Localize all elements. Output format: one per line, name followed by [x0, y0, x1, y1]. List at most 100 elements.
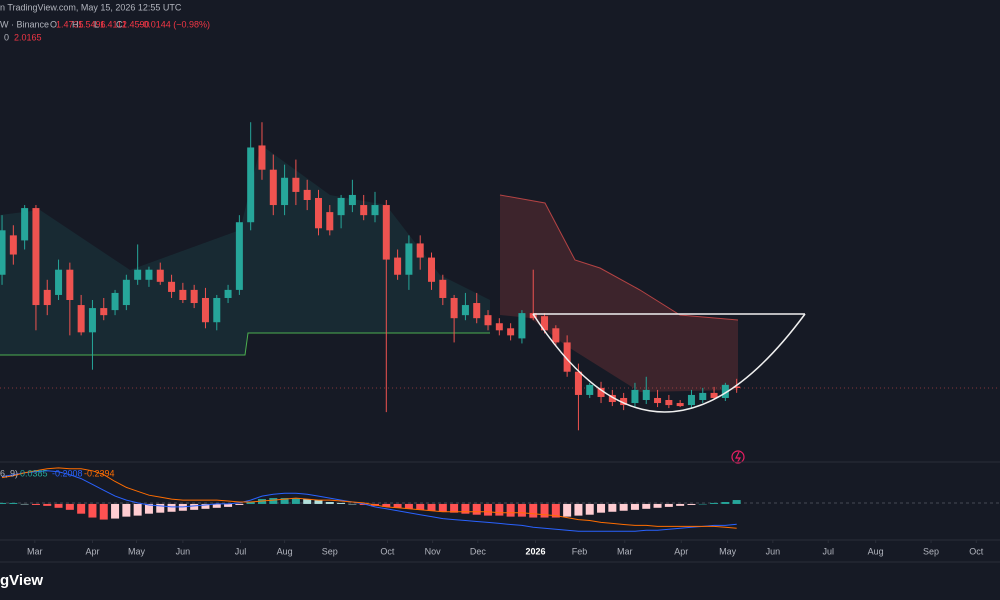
- candle-body: [394, 257, 402, 275]
- candle-body: [168, 281, 176, 292]
- candle-body: [348, 194, 356, 206]
- macd-histogram-bar: [506, 503, 515, 517]
- macd-histogram-bar: [382, 503, 391, 507]
- red-cloud: [500, 195, 738, 392]
- candle-body: [0, 230, 6, 275]
- macd-histogram-bar: [280, 498, 289, 504]
- candle-body: [66, 269, 74, 300]
- candle-body: [156, 269, 164, 282]
- candle-body: [337, 197, 345, 216]
- macd-histogram-bar: [144, 503, 153, 514]
- macd-histogram-bar: [325, 502, 334, 504]
- candle-body: [9, 235, 17, 255]
- signal-value: -0.2394: [84, 468, 115, 478]
- candle-body: [224, 289, 232, 298]
- candle-body: [292, 177, 300, 192]
- candle-body: [733, 386, 741, 388]
- macd-histogram-bar: [710, 502, 719, 504]
- macd-histogram-bar: [404, 503, 413, 509]
- macd-histogram-bar: [585, 503, 594, 515]
- cup-curve: [532, 313, 806, 413]
- candle-body: [699, 392, 707, 400]
- x-tick-label: Jun: [766, 546, 781, 556]
- candle-body: [495, 323, 503, 331]
- macd-histogram-bar: [314, 500, 323, 504]
- macd-histogram-bar: [517, 503, 526, 517]
- event-icon[interactable]: [731, 450, 745, 464]
- candle-body: [507, 328, 515, 336]
- candle-body: [371, 205, 379, 216]
- candle-body: [190, 289, 198, 304]
- indicator-value: 2.0165: [14, 32, 42, 42]
- ohlc-key: O: [50, 19, 57, 29]
- macd-histogram-bar: [111, 503, 120, 519]
- candle-body: [21, 208, 29, 241]
- macd-histogram-bar: [31, 503, 40, 505]
- green-area: [0, 145, 490, 355]
- candle-body: [586, 384, 594, 395]
- macd-histogram-bar: [461, 503, 470, 514]
- candle-body: [620, 397, 628, 406]
- macd-histogram-bar: [212, 503, 221, 508]
- ohlc-key: H: [72, 19, 79, 29]
- candle-body: [439, 279, 447, 298]
- candle-body: [122, 279, 130, 306]
- candle-body: [201, 297, 209, 323]
- candle-body: [642, 389, 650, 400]
- candle-body: [213, 297, 221, 323]
- candle-body: [416, 243, 424, 258]
- candle-body: [43, 289, 51, 306]
- x-tick-label: Jul: [235, 546, 247, 556]
- ohlc-key: L: [94, 19, 99, 29]
- logo[interactable]: gView: [0, 572, 43, 589]
- macd-histogram-bar: [54, 503, 63, 508]
- macd-histogram-bar: [393, 503, 402, 508]
- macd-histogram-bar: [664, 503, 673, 507]
- change: −0.0144 (−0.98%): [138, 19, 210, 29]
- macd-histogram-bar: [563, 503, 572, 517]
- macd-histogram-bar: [687, 503, 696, 505]
- red-line: [499, 194, 739, 321]
- macd-histogram-bar: [65, 503, 74, 510]
- x-tick-label: Jun: [176, 546, 191, 556]
- candle-body: [247, 147, 255, 223]
- candle-body: [55, 269, 63, 295]
- x-tick-label: Sep: [923, 546, 939, 556]
- x-tick-label: Mar: [617, 546, 633, 556]
- macd-histogram-bar: [43, 503, 52, 506]
- candle-body: [88, 308, 96, 333]
- x-tick-label: May: [719, 546, 737, 556]
- macd-histogram-bar: [20, 503, 29, 505]
- macd-histogram-bar: [529, 503, 538, 518]
- macd-histogram-bar: [246, 502, 255, 504]
- candle-body: [77, 305, 85, 333]
- candle-body: [382, 205, 390, 260]
- macd-histogram-bar: [303, 499, 312, 504]
- macd-histogram-bar: [201, 503, 210, 509]
- macd-histogram-bar: [676, 503, 685, 506]
- macd-histogram-bar: [721, 502, 730, 504]
- x-tick-label: 2026: [525, 546, 545, 556]
- macd-histogram-bar: [337, 502, 346, 504]
- macd-hist-value: 0.0385: [20, 468, 48, 478]
- candle-body: [631, 389, 639, 404]
- macd-histogram-bar: [540, 503, 549, 518]
- macd-histogram-bar: [608, 503, 617, 512]
- x-tick-label: Sep: [322, 546, 338, 556]
- candle-body: [563, 342, 571, 372]
- candle-body: [314, 197, 322, 229]
- candle-body: [258, 145, 266, 170]
- ohlc-value: 1.4590: [122, 19, 150, 29]
- candle-body: [676, 403, 684, 407]
- macd-histogram-bar: [257, 499, 266, 504]
- source-text: n TradingView.com, May 15, 2026 12:55 UT…: [0, 2, 182, 12]
- x-tick-label: Feb: [572, 546, 588, 556]
- macd-histogram-bar: [472, 503, 481, 515]
- macd-histogram-bar: [0, 502, 7, 504]
- event-icon-bolt: [735, 451, 742, 464]
- macd-histogram-bar: [167, 503, 176, 512]
- macd-histogram-bar: [438, 503, 447, 512]
